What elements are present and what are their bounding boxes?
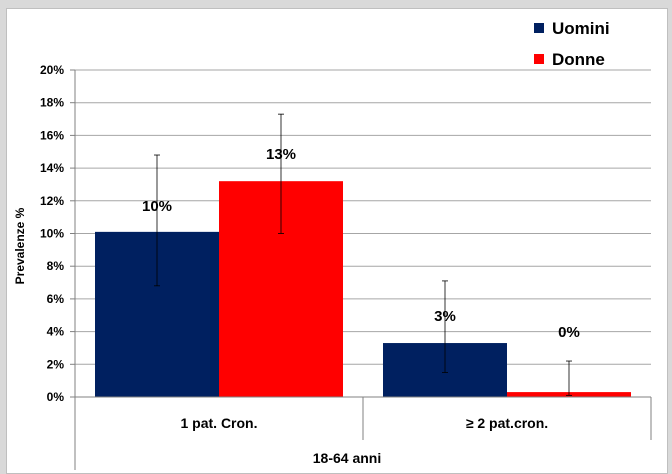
y-tick-label: 2%	[47, 357, 65, 371]
x-category-label: 1 pat. Cron.	[180, 415, 257, 431]
y-tick-label: 8%	[47, 259, 65, 273]
data-label: 0%	[558, 324, 580, 341]
legend: Uomini Donne	[534, 19, 610, 69]
legend-label-uomini: Uomini	[552, 19, 610, 38]
error-bars	[154, 113, 572, 396]
data-label: 3%	[434, 308, 456, 325]
y-tick-label: 16%	[40, 128, 64, 142]
y-tick-label: 6%	[47, 292, 65, 306]
data-label: 10%	[142, 198, 172, 215]
y-tick-label: 20%	[40, 63, 64, 77]
y-tick-label: 14%	[40, 161, 64, 175]
x-group-label: 18-64 anni	[313, 450, 381, 466]
data-label: 13%	[266, 146, 296, 163]
y-tick-label: 18%	[40, 96, 64, 110]
y-tick-label: 0%	[47, 390, 65, 404]
y-tick-label: 10%	[40, 227, 64, 241]
legend-swatch-uomini	[534, 23, 544, 33]
data-labels: 10% 3% 13% 0%	[142, 146, 580, 341]
y-tick-label: 12%	[40, 194, 64, 208]
x-category-label: ≥ 2 pat.cron.	[466, 415, 548, 431]
legend-label-donne: Donne	[552, 50, 605, 69]
y-tick-label: 4%	[47, 325, 65, 339]
legend-swatch-donne	[534, 54, 544, 64]
axes: 0% 2% 4% 6% 8% 10% 12% 14% 16% 18% 20% 1 pat. Cron.…	[40, 63, 652, 470]
y-axis-label: Prevalenze %	[13, 207, 27, 284]
